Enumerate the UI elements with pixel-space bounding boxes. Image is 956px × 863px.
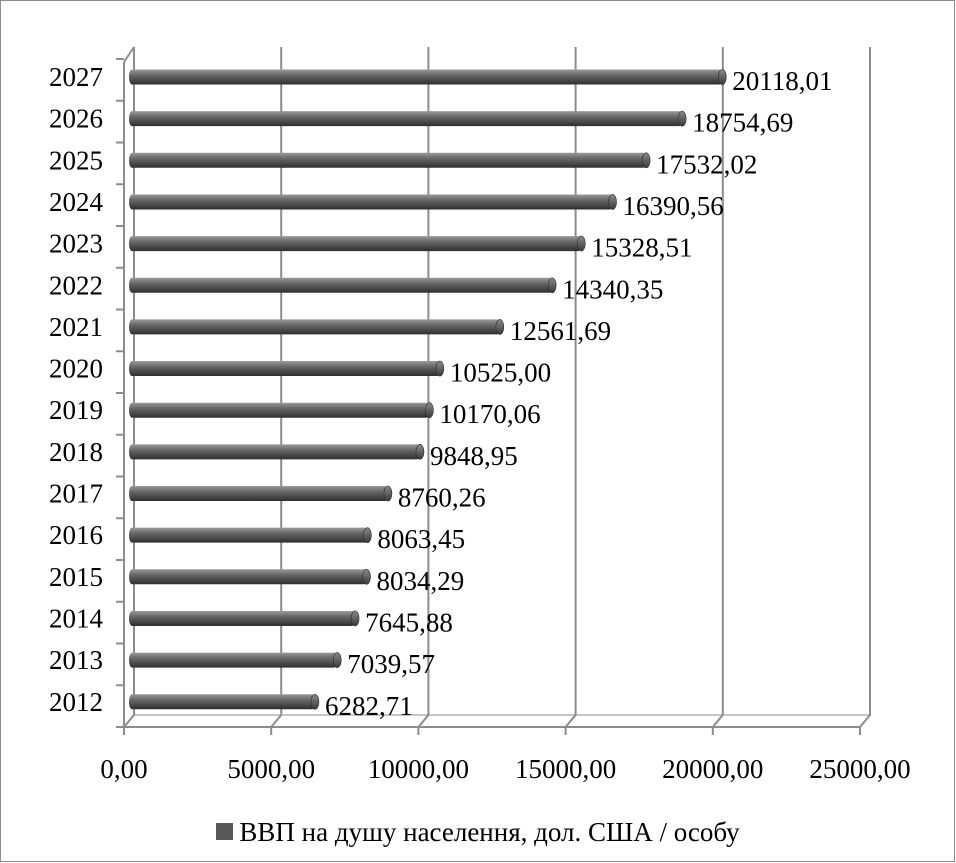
bar: [129, 111, 683, 127]
y-tick-label: 2023: [49, 229, 103, 259]
bar-cap: [641, 152, 651, 169]
data-label: 9848,95: [430, 441, 518, 471]
y-tick-label: 2018: [49, 437, 103, 467]
bar-cap: [425, 402, 434, 419]
x-tick-label: 10000,00: [368, 754, 469, 784]
bar-cap: [435, 360, 445, 377]
floor-gridline: [859, 714, 871, 728]
bar-cap: [495, 319, 505, 335]
bar: [129, 361, 440, 377]
bar: [129, 194, 613, 210]
data-label: 15328,51: [591, 233, 692, 263]
bars: [129, 69, 727, 710]
y-tick-label: 2026: [49, 104, 103, 134]
bar: [129, 402, 430, 418]
bar: [129, 652, 338, 668]
bar: [129, 152, 647, 168]
data-label: 16390,56: [623, 191, 724, 221]
data-label: 18754,69: [692, 108, 793, 138]
y-tick-label: 2027: [49, 62, 103, 92]
legend-label: ВВП на душу населення, дол. США / особу: [239, 817, 740, 847]
data-label: 12561,69: [510, 316, 611, 346]
data-label: 8063,45: [377, 524, 465, 554]
data-label: 10170,06: [439, 399, 540, 429]
bar-cap: [576, 235, 586, 252]
data-label: 20118,01: [732, 66, 832, 96]
data-label: 6282,71: [325, 691, 413, 721]
y-tick-label: 2014: [49, 603, 104, 633]
axes: [116, 46, 871, 735]
bar: [129, 569, 367, 585]
bar: [129, 236, 582, 252]
bar-cap: [547, 277, 557, 294]
y-tick-label: 2015: [49, 562, 103, 592]
y-tick-label: 2021: [49, 312, 103, 342]
x-tick-label: 15000,00: [515, 754, 616, 784]
bar: [129, 444, 420, 460]
x-tick-label: 20000,00: [662, 754, 763, 784]
bar: [129, 69, 723, 85]
bar-cap: [415, 444, 425, 460]
legend: ВВП на душу населення, дол. США / особу: [0, 815, 956, 849]
y-tick-label: 2024: [49, 187, 104, 217]
data-label: 14340,35: [562, 274, 663, 304]
bar-cap: [383, 485, 393, 502]
bar: [129, 527, 368, 543]
data-label: 8760,26: [398, 483, 486, 513]
bar: [129, 277, 553, 293]
bar-cap: [332, 652, 342, 668]
y-tick-label: 2016: [49, 520, 103, 550]
bar-cap: [717, 69, 727, 85]
bar-cap: [310, 693, 320, 710]
y-tick-label: 2012: [49, 687, 103, 717]
x-tick-labels: 0,00 5000,00 10000,00 15000,00 20000,00 25000…: [100, 754, 910, 784]
y-tick-labels: 2027 2026 2025 2024 2023 2022 2021 2020 2019 2018…: [49, 62, 104, 717]
floor-gridline: [564, 714, 577, 728]
data-labels: 20118,01 18754,69 17532,02 16390,56 15328,51…: [325, 66, 833, 721]
bar: [129, 319, 500, 335]
bar-cap: [363, 527, 372, 543]
x-tick-label: 25000,00: [809, 754, 910, 784]
legend-swatch: [216, 823, 234, 841]
data-label: 17532,02: [656, 149, 757, 179]
bar: [129, 486, 388, 501]
data-label: 8034,29: [377, 566, 465, 596]
bar: [129, 694, 315, 710]
floor-gridline: [712, 714, 724, 728]
floor-gridline: [123, 714, 135, 728]
bar-cap: [362, 568, 371, 585]
floor-gridline: [270, 714, 282, 728]
y-tick-label: 2013: [49, 645, 103, 675]
x-tick-label: 0,00: [100, 754, 147, 784]
y-tick-label: 2025: [49, 145, 103, 175]
bar-cap: [350, 610, 360, 627]
bar-cap: [608, 194, 617, 210]
y-tick-label: 2022: [49, 270, 103, 300]
y-axis-top-edge: [123, 46, 135, 63]
bar-cap: [677, 110, 687, 127]
data-label: 7645,88: [365, 607, 453, 637]
data-label: 10525,00: [450, 358, 551, 388]
y-tick-label: 2019: [49, 395, 103, 425]
floor-gridline: [417, 714, 430, 728]
bar: [129, 610, 356, 626]
data-label: 7039,57: [347, 649, 435, 679]
y-tick-label: 2020: [49, 354, 103, 384]
y-tick-label: 2017: [49, 479, 103, 509]
x-tick-label: 5000,00: [227, 754, 315, 784]
